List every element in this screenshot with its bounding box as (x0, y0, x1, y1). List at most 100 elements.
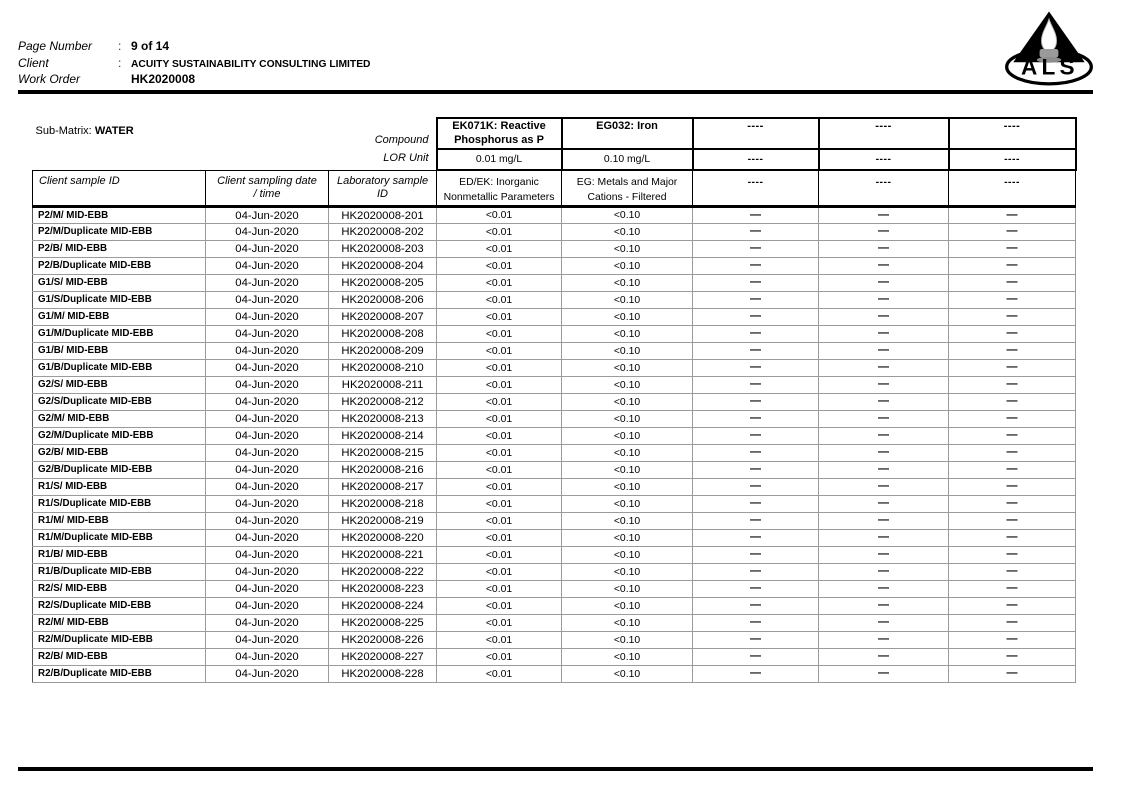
result-value-cell: <0.10 (561, 291, 694, 310)
table-row: P2/B/ MID-EBB 04-Jun-2020 HK2020008-203 <0.… (32, 240, 1077, 259)
sub-matrix-cell: Sub-Matrix: WATER Compound (33, 118, 437, 149)
result-value-cell: — (692, 495, 820, 514)
sub-matrix-label: Sub-Matrix: (35, 125, 92, 137)
result-value-cell: <0.10 (561, 274, 694, 293)
column-header-row: Client sample ID Client sampling date / ti… (32, 169, 1077, 209)
result-value-cell: <0.10 (561, 359, 694, 378)
result-value-cell: — (948, 376, 1077, 395)
sampling-date-cell: 04-Jun-2020 (205, 376, 329, 395)
header-line: Client sample ID (39, 174, 120, 187)
work-order-value: HK2020008 (131, 72, 196, 86)
client-sample-id-cell: P2/M/ MID-EBB (32, 206, 206, 225)
method-header-cell: ---- (818, 169, 950, 209)
result-value-cell: — (948, 461, 1077, 480)
sampling-date-cell: 04-Jun-2020 (205, 563, 329, 582)
result-value-cell: — (692, 274, 820, 293)
lab-sample-id-cell: HK2020008-218 (327, 495, 438, 514)
result-value-cell: — (692, 359, 820, 378)
result-value-cell: <0.10 (561, 444, 694, 463)
result-value-cell: — (948, 563, 1077, 582)
result-value-cell: — (818, 563, 950, 582)
table-row: G2/M/Duplicate MID-EBB 04-Jun-2020 HK20200… (32, 427, 1077, 446)
result-value-cell: — (692, 512, 820, 531)
result-value-cell: — (948, 512, 1077, 531)
result-value-cell: — (692, 529, 820, 548)
result-value-cell: — (692, 461, 820, 480)
table-row: G1/S/ MID-EBB 04-Jun-2020 HK2020008-205 <0.… (32, 274, 1077, 293)
lab-sample-id-cell: HK2020008-208 (327, 325, 438, 344)
result-value-cell: — (948, 631, 1077, 650)
client-sample-id-cell: G1/B/ MID-EBB (32, 342, 206, 361)
client-sample-id-cell: P2/B/Duplicate MID-EBB (32, 257, 206, 276)
sampling-date-cell: 04-Jun-2020 (205, 444, 329, 463)
lor-unit-label-cell: LOR Unit (383, 152, 429, 165)
sampling-date-cell: 04-Jun-2020 (205, 597, 329, 616)
client-sample-id-cell: R2/S/Duplicate MID-EBB (32, 597, 206, 616)
result-value-cell: <0.10 (561, 563, 694, 582)
logo-burner-base (1036, 57, 1062, 63)
result-value-cell: <0.01 (436, 223, 563, 242)
client-label: Client (18, 55, 49, 70)
result-value-cell: <0.10 (561, 495, 694, 514)
result-value-cell: <0.01 (436, 631, 563, 650)
result-value-cell: — (948, 359, 1077, 378)
table-row: R2/M/Duplicate MID-EBB 04-Jun-2020 HK20200… (32, 631, 1077, 650)
table-row: G2/S/Duplicate MID-EBB 04-Jun-2020 HK20200… (32, 393, 1077, 412)
result-value-cell: <0.01 (436, 580, 563, 599)
lor-unit-cell: ---- (691, 148, 820, 171)
result-value-cell: — (818, 478, 950, 497)
client-sample-id-cell: G1/M/ MID-EBB (32, 308, 206, 327)
lab-sample-id-cell: HK2020008-215 (327, 444, 438, 463)
sampling-date-cell: 04-Jun-2020 (205, 342, 329, 361)
sampling-date-cell: 04-Jun-2020 (205, 614, 329, 633)
result-value-cell: — (818, 512, 950, 531)
result-value-cell: — (692, 444, 820, 463)
client-sample-id-cell: G2/B/Duplicate MID-EBB (32, 461, 206, 480)
result-value-cell: <0.01 (436, 240, 563, 259)
result-value-cell: — (818, 580, 950, 599)
result-value-cell: — (818, 631, 950, 650)
result-value-cell: — (948, 614, 1077, 633)
result-value-cell: <0.01 (436, 342, 563, 361)
table-row: R2/S/ MID-EBB 04-Jun-2020 HK2020008-223 <0.… (32, 580, 1077, 599)
result-value-cell: <0.10 (561, 631, 694, 650)
result-value-cell: — (692, 325, 820, 344)
result-value-cell: — (692, 376, 820, 395)
client-sample-id-cell: G1/B/Duplicate MID-EBB (32, 359, 206, 378)
compound-header-cell: ---- (817, 117, 950, 150)
lab-sample-id-cell: HK2020008-220 (327, 529, 438, 548)
table-row: R1/S/Duplicate MID-EBB 04-Jun-2020 HK20200… (32, 495, 1077, 514)
table-row: G1/S/Duplicate MID-EBB 04-Jun-2020 HK20200… (32, 291, 1077, 310)
table-row: G2/B/Duplicate MID-EBB 04-Jun-2020 HK20200… (32, 461, 1077, 480)
lab-sample-id-cell: HK2020008-201 (327, 206, 438, 225)
table-row: G1/M/Duplicate MID-EBB 04-Jun-2020 HK20200… (32, 325, 1077, 344)
page-number-label: Page Number (18, 39, 93, 53)
separator: : (118, 55, 122, 70)
result-value-cell: <0.10 (561, 478, 694, 497)
lab-sample-id-cell: HK2020008-206 (327, 291, 438, 310)
header-line: Client sampling date (217, 174, 317, 187)
sampling-date-cell: 04-Jun-2020 (205, 223, 329, 242)
result-value-cell: — (948, 240, 1077, 259)
client-sample-id-cell: P2/B/ MID-EBB (32, 240, 206, 259)
result-value-cell: <0.01 (436, 529, 563, 548)
client-sample-id-cell: R2/B/ MID-EBB (32, 648, 206, 667)
result-value-cell: — (692, 563, 820, 582)
sampling-date-cell: 04-Jun-2020 (205, 291, 329, 310)
id-column-header: Client sampling date / time (205, 169, 329, 209)
result-value-cell: <0.10 (561, 580, 694, 599)
sampling-date-cell: 04-Jun-2020 (205, 529, 329, 548)
result-value-cell: — (692, 580, 820, 599)
results-table: Sub-Matrix: WATER Compound EK071K: React… (32, 117, 1077, 684)
lab-sample-id-cell: HK2020008-205 (327, 274, 438, 293)
result-value-cell: — (692, 393, 820, 412)
result-value-cell: <0.10 (561, 308, 694, 327)
client-sample-id-cell: R2/B/Duplicate MID-EBB (32, 665, 206, 684)
sampling-date-cell: 04-Jun-2020 (205, 325, 329, 344)
result-value-cell: <0.10 (561, 461, 694, 480)
result-value-cell: — (692, 308, 820, 327)
table-row: P2/B/Duplicate MID-EBB 04-Jun-2020 HK20200… (32, 257, 1077, 276)
result-value-cell: <0.01 (436, 665, 563, 684)
sampling-date-cell: 04-Jun-2020 (205, 478, 329, 497)
